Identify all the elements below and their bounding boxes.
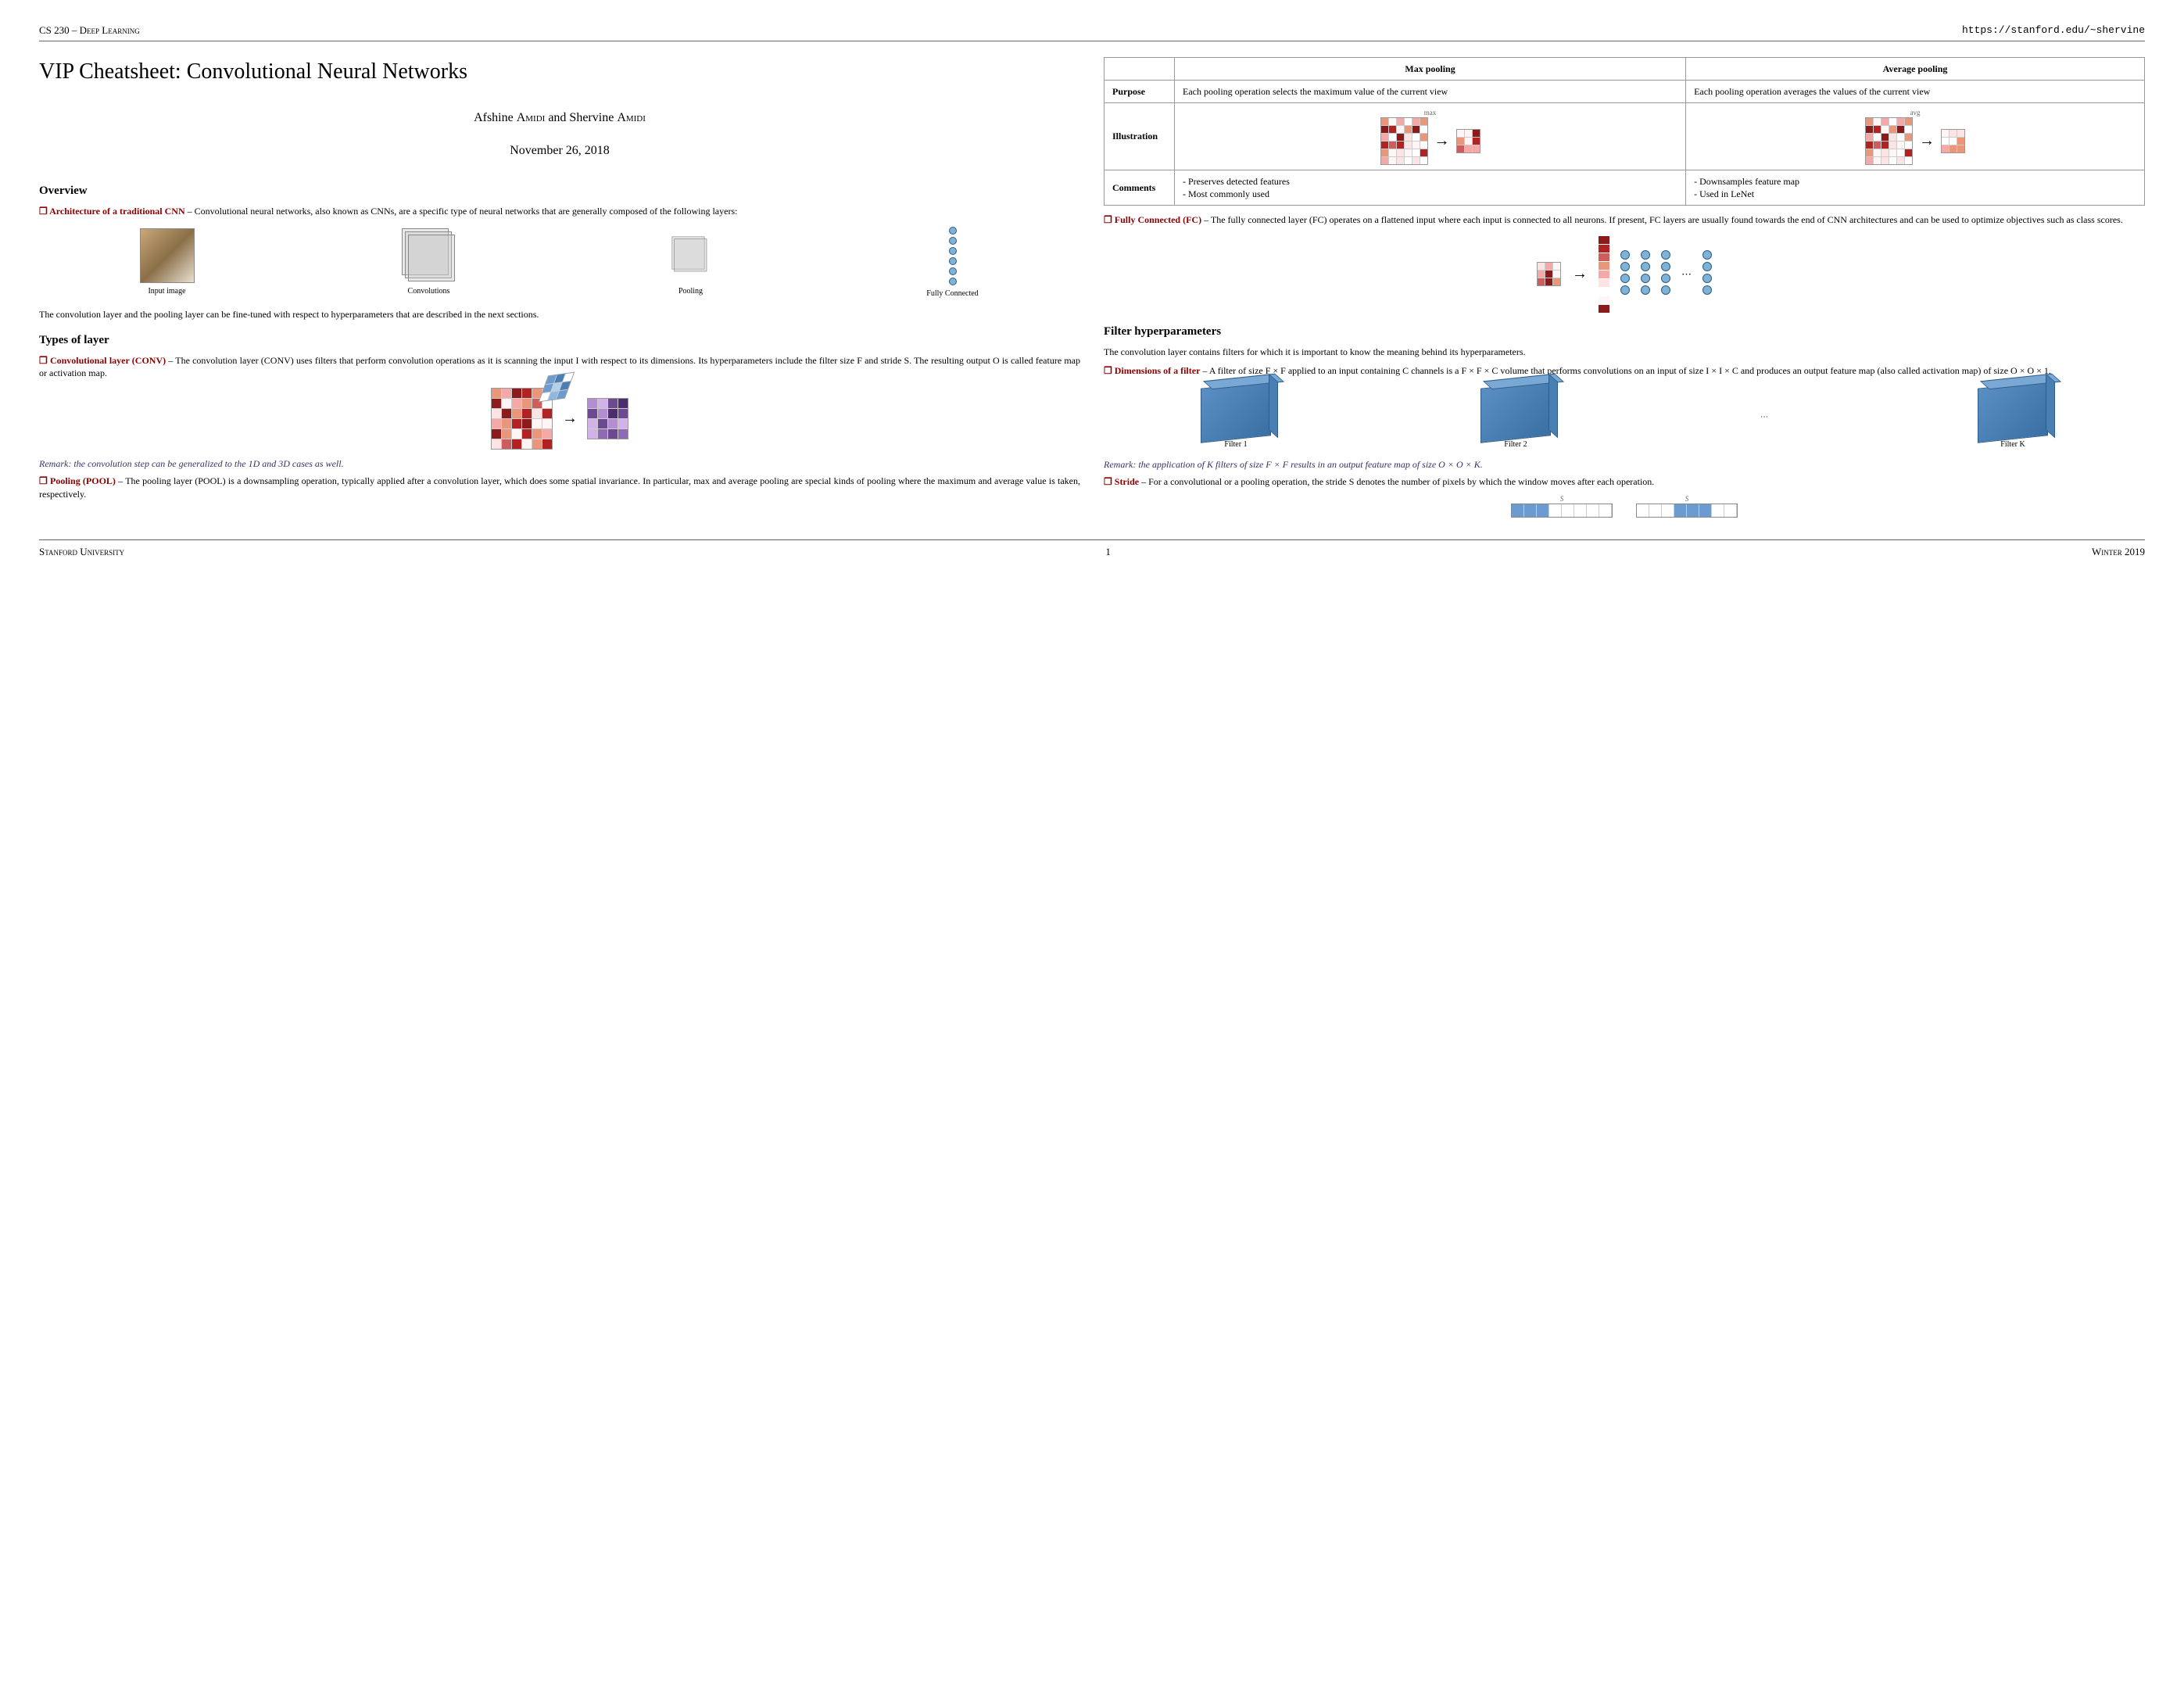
section-filter: Filter hyperparameters <box>1104 324 2145 339</box>
fc-layer-3 <box>1661 250 1670 295</box>
conv-output-grid <box>587 398 628 439</box>
stride-strip-1 <box>1511 504 1613 518</box>
section-types: Types of layer <box>39 332 1080 348</box>
entry-title-dim: Dimensions of a filter <box>1104 365 1200 376</box>
stride-label-2: S <box>1636 494 1738 504</box>
entry-text-stride: – For a convolutional or a pooling opera… <box>1139 476 1654 487</box>
conv-diagram: → <box>39 387 1080 450</box>
footer-left: Stanford University <box>39 545 124 559</box>
entry-pool: Pooling (POOL) – The pooling layer (POOL… <box>39 475 1080 500</box>
pool-purpose-label: Purpose <box>1105 80 1175 102</box>
cube-filter-k <box>1978 382 2048 443</box>
arrow-icon: → <box>1434 131 1450 152</box>
pool-stack-icon <box>671 237 710 275</box>
header-url[interactable]: https://stanford.edu/~shervine <box>1962 23 2145 38</box>
pool-th-empty <box>1105 57 1175 80</box>
entry-title-conv: Convolutional layer (CONV) <box>39 355 166 366</box>
pool-purpose-avg: Each pooling operation averages the valu… <box>1686 80 2145 102</box>
date: November 26, 2018 <box>39 142 1080 159</box>
entry-stride: Stride – For a convolutional or a poolin… <box>1104 475 2145 488</box>
entry-title-pool: Pooling (POOL) <box>39 475 116 486</box>
stage-pool: Pooling <box>563 228 818 297</box>
header-bar: CS 230 – Deep Learning https://stanford.… <box>39 23 2145 41</box>
filter-dots: ⋯ <box>1760 412 1768 423</box>
cube-filter-1 <box>1201 382 1271 443</box>
arrow-icon: → <box>1919 131 1935 152</box>
filter-intro: The convolution layer contains filters f… <box>1104 346 2145 358</box>
label-conv: Convolutions <box>301 286 557 297</box>
pool-illus-avg: avg → <box>1686 102 2145 170</box>
section-overview: Overview <box>39 183 1080 199</box>
footer-bar: Stanford University 1 Winter 2019 <box>39 539 2145 559</box>
cube-filter-2 <box>1480 382 1551 443</box>
maxpool-output-grid <box>1456 129 1480 153</box>
pool-illus-max: max → <box>1175 102 1686 170</box>
max-tag: max <box>1183 108 1677 117</box>
entry-architecture: Architecture of a traditional CNN – Conv… <box>39 205 1080 217</box>
stride-label-1: S <box>1511 494 1613 504</box>
cnn-architecture-diagram: Input image Convolutions Pooling <box>39 227 1080 299</box>
entry-text-fc: – The fully connected layer (FC) operate… <box>1201 214 2123 225</box>
entry-fc: Fully Connected (FC) – The fully connect… <box>1104 213 2145 226</box>
entry-text-arch: – Convolutional neural networks, also kn… <box>185 206 738 217</box>
conv-stack-icon <box>402 228 456 283</box>
main-columns: VIP Cheatsheet: Convolutional Neural Net… <box>39 57 2145 525</box>
course-label: CS 230 – Deep Learning <box>39 23 140 38</box>
entry-title-arch: Architecture of a traditional CNN <box>39 206 185 217</box>
fc-layer-1 <box>1620 250 1630 295</box>
arch-caption: The convolution layer and the pooling la… <box>39 308 1080 321</box>
arrow-icon: → <box>562 408 578 429</box>
fc-diagram: → ⋯ <box>1104 236 2145 313</box>
pooling-table: Max pooling Average pooling Purpose Each… <box>1104 57 2145 206</box>
stride-strip-2 <box>1636 504 1738 518</box>
maxpool-input-grid <box>1380 117 1428 165</box>
input-image-icon <box>140 228 195 283</box>
fc-input-grid <box>1537 262 1561 286</box>
stage-input: Input image <box>39 228 295 297</box>
avgpool-output-grid <box>1941 129 1965 153</box>
fc-nodes-icon <box>825 227 1080 285</box>
entry-title-stride: Stride <box>1104 476 1139 487</box>
label-fc: Fully Connected <box>825 289 1080 299</box>
fc-dots: ⋯ <box>1681 267 1692 281</box>
pool-comments-max: - Preserves detected features - Most com… <box>1175 170 1686 206</box>
page-title: VIP Cheatsheet: Convolutional Neural Net… <box>39 57 1080 87</box>
avg-tag: avg <box>1694 108 2136 117</box>
filter-cubes: Filter 1 Filter 2 ⋯ Filter K <box>1104 385 2145 450</box>
pool-th-avg: Average pooling <box>1686 57 2145 80</box>
label-input: Input image <box>39 286 295 297</box>
conv-remark: Remark: the convolution step can be gene… <box>39 457 1080 470</box>
avgpool-input-grid <box>1865 117 1913 165</box>
pool-comments-label: Comments <box>1105 170 1175 206</box>
fc-layer-out <box>1702 250 1712 295</box>
right-column: Max pooling Average pooling Purpose Each… <box>1104 57 2145 525</box>
entry-text-pool: – The pooling layer (POOL) is a downsamp… <box>39 475 1080 499</box>
label-pool: Pooling <box>563 286 818 297</box>
pool-purpose-max: Each pooling operation selects the maxim… <box>1175 80 1686 102</box>
left-column: VIP Cheatsheet: Convolutional Neural Net… <box>39 57 1080 525</box>
footer-page: 1 <box>1105 545 1111 559</box>
arrow-icon: → <box>1572 263 1588 285</box>
stride-diagram: S S <box>1104 494 2145 518</box>
footer-right: Winter 2019 <box>2092 545 2145 559</box>
fc-layer-2 <box>1641 250 1650 295</box>
pool-comments-avg: - Downsamples feature map - Used in LeNe… <box>1686 170 2145 206</box>
dim-remark: Remark: the application of K filters of … <box>1104 458 2145 471</box>
entry-text-dim: – A filter of size F × F applied to an i… <box>1200 365 2050 376</box>
authors: Afshine Amidi and Shervine Amidi <box>39 109 1080 127</box>
stage-conv: Convolutions <box>301 228 557 297</box>
entry-title-fc: Fully Connected (FC) <box>1104 214 1201 225</box>
fc-flat-vector <box>1599 236 1609 313</box>
stage-fc: Fully Connected <box>825 227 1080 299</box>
pool-illus-label: Illustration <box>1105 102 1175 170</box>
pool-th-max: Max pooling <box>1175 57 1686 80</box>
